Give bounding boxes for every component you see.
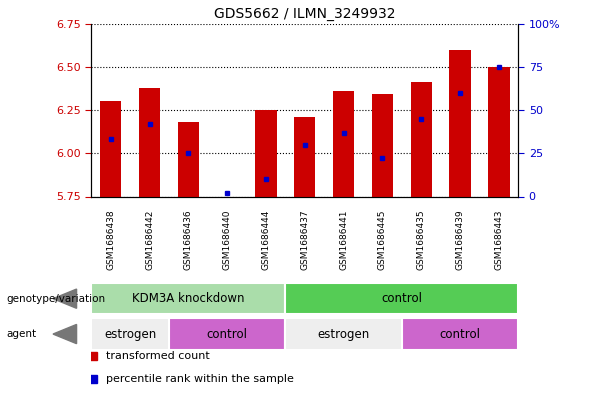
Text: GSM1686444: GSM1686444 — [262, 209, 270, 270]
Bar — [91, 283, 286, 314]
Text: estrogen: estrogen — [104, 327, 156, 341]
Polygon shape — [53, 325, 77, 343]
Text: GSM1686437: GSM1686437 — [300, 209, 309, 270]
Text: genotype/variation: genotype/variation — [6, 294, 105, 304]
Text: GSM1686441: GSM1686441 — [339, 209, 348, 270]
Bar — [286, 318, 402, 350]
Bar — [169, 318, 286, 350]
Bar — [91, 318, 169, 350]
Text: GSM1686440: GSM1686440 — [223, 209, 231, 270]
Text: control: control — [381, 292, 422, 305]
Text: GSM1686445: GSM1686445 — [378, 209, 387, 270]
Text: GSM1686439: GSM1686439 — [455, 209, 465, 270]
Text: control: control — [439, 327, 481, 341]
Bar — [294, 117, 316, 196]
Title: GDS5662 / ILMN_3249932: GDS5662 / ILMN_3249932 — [214, 7, 396, 21]
Text: GSM1686435: GSM1686435 — [417, 209, 426, 270]
Bar — [139, 88, 160, 196]
Text: KDM3A knockdown: KDM3A knockdown — [132, 292, 244, 305]
Text: GSM1686436: GSM1686436 — [184, 209, 193, 270]
Bar — [286, 283, 518, 314]
Text: estrogen: estrogen — [317, 327, 370, 341]
Bar — [178, 122, 199, 196]
Text: GSM1686442: GSM1686442 — [145, 209, 154, 270]
Bar — [100, 101, 121, 196]
Bar — [372, 94, 393, 196]
Bar — [449, 50, 471, 196]
Text: control: control — [207, 327, 247, 341]
Bar — [402, 318, 518, 350]
Text: GSM1686443: GSM1686443 — [494, 209, 504, 270]
Text: agent: agent — [6, 329, 36, 339]
Text: transformed count: transformed count — [106, 351, 210, 360]
Text: percentile rank within the sample: percentile rank within the sample — [106, 375, 294, 384]
Bar — [411, 83, 432, 196]
Text: GSM1686438: GSM1686438 — [106, 209, 115, 270]
Bar — [255, 110, 277, 196]
Polygon shape — [53, 289, 77, 308]
Bar — [488, 67, 509, 196]
Bar — [333, 91, 355, 196]
